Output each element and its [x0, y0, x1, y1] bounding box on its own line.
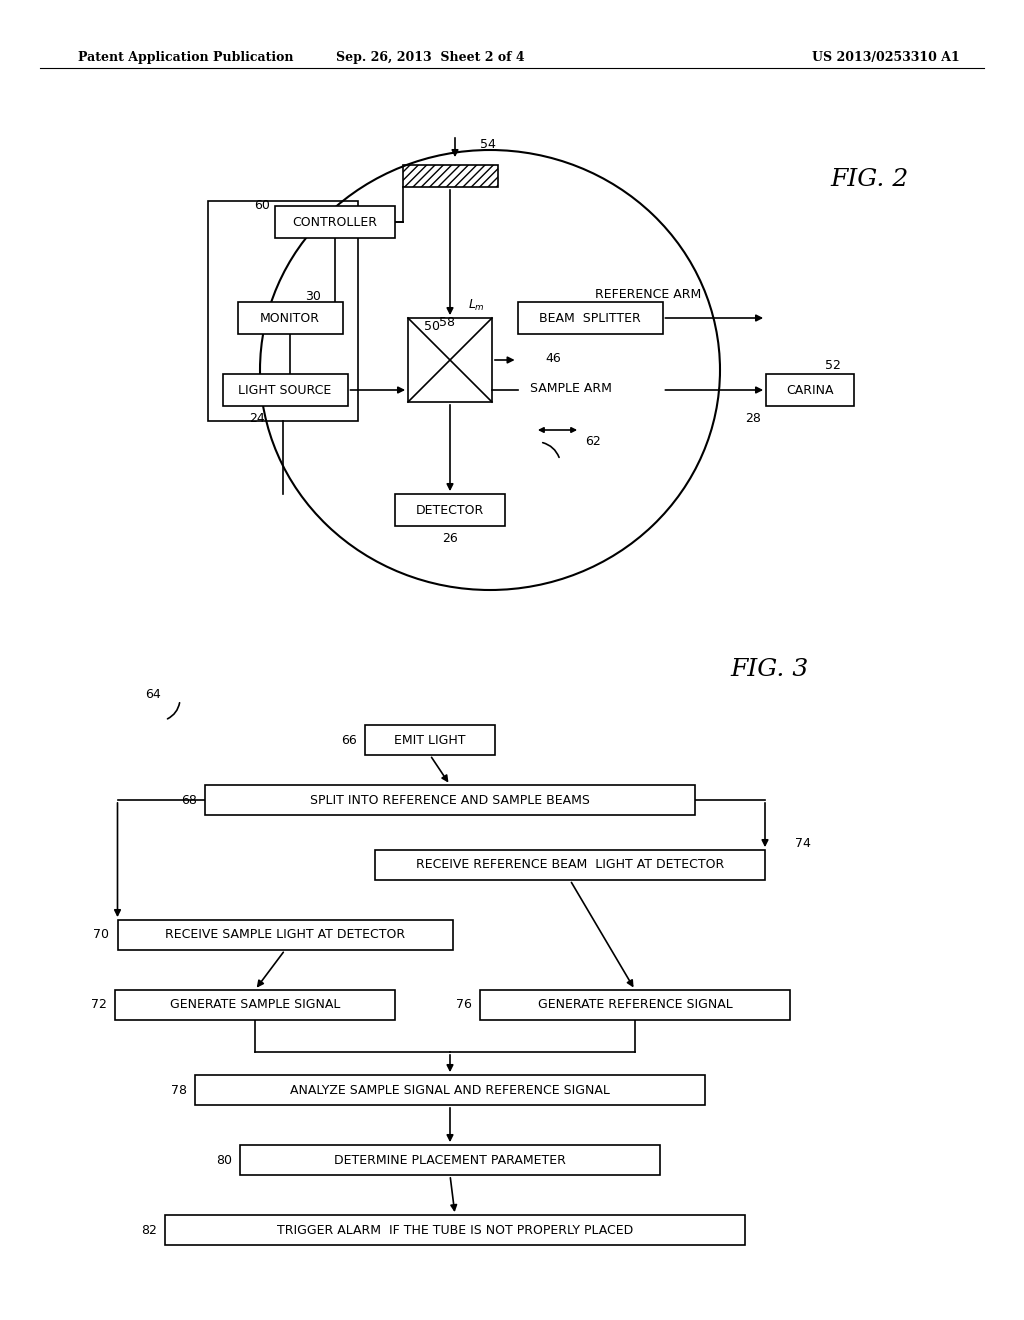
Text: 78: 78 — [171, 1084, 187, 1097]
FancyBboxPatch shape — [365, 725, 495, 755]
Text: 74: 74 — [795, 837, 811, 850]
Text: FIG. 3: FIG. 3 — [730, 659, 808, 681]
Bar — [408, 318, 492, 403]
Text: US 2013/0253310 A1: US 2013/0253310 A1 — [812, 51, 961, 65]
Text: RECEIVE REFERENCE BEAM  LIGHT AT DETECTOR: RECEIVE REFERENCE BEAM LIGHT AT DETECTOR — [416, 858, 724, 871]
FancyBboxPatch shape — [165, 1214, 745, 1245]
Text: 80: 80 — [216, 1154, 232, 1167]
Text: REFERENCE ARM: REFERENCE ARM — [595, 289, 701, 301]
Text: DETECTOR: DETECTOR — [416, 503, 484, 516]
Text: 30: 30 — [305, 290, 321, 304]
Text: 66: 66 — [341, 734, 357, 747]
Text: 68: 68 — [181, 793, 197, 807]
Text: 26: 26 — [442, 532, 458, 545]
Text: SAMPLE ARM: SAMPLE ARM — [530, 381, 612, 395]
Text: 50: 50 — [424, 319, 440, 333]
Text: SPLIT INTO REFERENCE AND SAMPLE BEAMS: SPLIT INTO REFERENCE AND SAMPLE BEAMS — [310, 793, 590, 807]
Text: 70: 70 — [93, 928, 110, 941]
Text: LIGHT SOURCE: LIGHT SOURCE — [239, 384, 332, 396]
Text: 62: 62 — [585, 436, 601, 447]
Text: CARINA: CARINA — [786, 384, 834, 396]
FancyBboxPatch shape — [375, 850, 765, 880]
FancyBboxPatch shape — [395, 494, 505, 525]
Text: RECEIVE SAMPLE LIGHT AT DETECTOR: RECEIVE SAMPLE LIGHT AT DETECTOR — [165, 928, 406, 941]
Text: 82: 82 — [141, 1224, 157, 1237]
Bar — [208, 201, 357, 421]
FancyBboxPatch shape — [205, 785, 695, 814]
Text: 28: 28 — [745, 412, 761, 425]
Text: CONTROLLER: CONTROLLER — [293, 215, 378, 228]
FancyBboxPatch shape — [118, 920, 453, 950]
Text: MONITOR: MONITOR — [260, 312, 319, 325]
Text: EMIT LIGHT: EMIT LIGHT — [394, 734, 466, 747]
Text: Patent Application Publication: Patent Application Publication — [78, 51, 294, 65]
Text: ANALYZE SAMPLE SIGNAL AND REFERENCE SIGNAL: ANALYZE SAMPLE SIGNAL AND REFERENCE SIGN… — [290, 1084, 610, 1097]
Text: 64: 64 — [145, 689, 161, 701]
Text: 52: 52 — [825, 359, 841, 372]
Text: 76: 76 — [456, 998, 472, 1011]
FancyBboxPatch shape — [195, 1074, 705, 1105]
FancyBboxPatch shape — [222, 374, 347, 407]
FancyBboxPatch shape — [275, 206, 395, 238]
Text: 54: 54 — [480, 139, 496, 152]
Text: 46: 46 — [545, 352, 561, 366]
Text: FIG. 2: FIG. 2 — [830, 169, 908, 191]
Text: TRIGGER ALARM  IF THE TUBE IS NOT PROPERLY PLACED: TRIGGER ALARM IF THE TUBE IS NOT PROPERL… — [276, 1224, 633, 1237]
Text: 58: 58 — [439, 315, 455, 329]
Text: 24: 24 — [249, 412, 265, 425]
Text: Sep. 26, 2013  Sheet 2 of 4: Sep. 26, 2013 Sheet 2 of 4 — [336, 51, 524, 65]
Text: GENERATE REFERENCE SIGNAL: GENERATE REFERENCE SIGNAL — [538, 998, 732, 1011]
Text: GENERATE SAMPLE SIGNAL: GENERATE SAMPLE SIGNAL — [170, 998, 340, 1011]
FancyBboxPatch shape — [240, 1144, 660, 1175]
FancyBboxPatch shape — [115, 990, 395, 1020]
Text: DETERMINE PLACEMENT PARAMETER: DETERMINE PLACEMENT PARAMETER — [334, 1154, 566, 1167]
Bar — [402, 165, 498, 187]
FancyBboxPatch shape — [517, 302, 663, 334]
Text: BEAM  SPLITTER: BEAM SPLITTER — [539, 312, 641, 325]
Text: $L_m$: $L_m$ — [468, 297, 485, 313]
FancyBboxPatch shape — [480, 990, 790, 1020]
Text: 60: 60 — [254, 199, 270, 213]
FancyBboxPatch shape — [238, 302, 342, 334]
Text: 72: 72 — [91, 998, 106, 1011]
FancyBboxPatch shape — [766, 374, 854, 407]
